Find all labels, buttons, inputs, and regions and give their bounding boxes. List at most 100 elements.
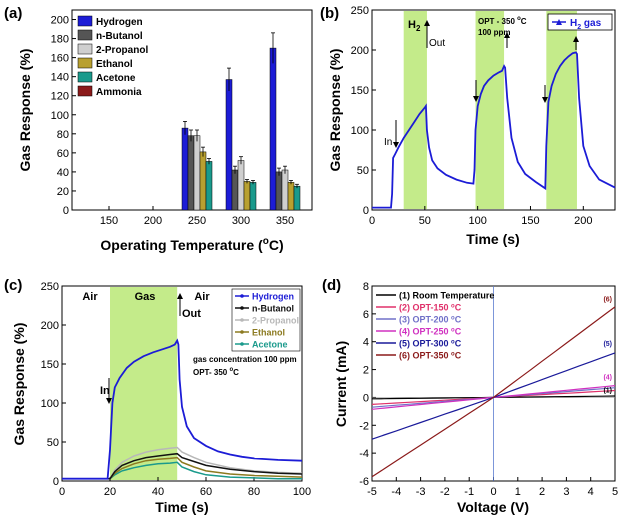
panel-a-xtick-label: 300 bbox=[232, 215, 250, 227]
panel-b-arrowhead-4 bbox=[573, 36, 579, 42]
legend-swatch bbox=[77, 29, 93, 41]
panel-d-xtick-label: 3 bbox=[563, 486, 569, 498]
panel-d-ytick-label: 8 bbox=[363, 281, 369, 293]
panel-b-legend-marker bbox=[556, 19, 562, 25]
legend-label: 2-Propanol bbox=[252, 316, 299, 326]
panel-a-ytick-label: 40 bbox=[57, 167, 69, 179]
bar-n-butanol bbox=[231, 169, 239, 211]
panel-d-ylabel: Current (mA) bbox=[333, 341, 349, 427]
panel-a-ytick-label: 80 bbox=[57, 129, 69, 141]
curve-label: (4) bbox=[603, 374, 612, 381]
bar-hydrogen bbox=[269, 47, 277, 211]
panel-a: (a) 0 20 40 60 80 100 120 140 160 180 200 150 200 25… bbox=[4, 5, 313, 253]
panel-a-ytick-label: 140 bbox=[51, 72, 69, 84]
bar-acetone bbox=[249, 182, 257, 211]
panel-c-xtick-label: 60 bbox=[200, 486, 212, 498]
bar-ethanol bbox=[287, 182, 295, 211]
gas-exposure-region bbox=[546, 11, 577, 209]
panel-c-ytick-label: 200 bbox=[41, 320, 59, 332]
panel-a-ytick-label: 20 bbox=[57, 186, 69, 198]
panel-c-label: (c) bbox=[4, 277, 22, 294]
panel-b-legend-label: H2 gas bbox=[570, 18, 602, 31]
panel-d-xtick-label: 2 bbox=[539, 486, 545, 498]
bar-n-butanol bbox=[187, 135, 195, 211]
legend-label: (6) OPT-350 oC bbox=[399, 351, 462, 361]
legend-label: Hydrogen bbox=[96, 17, 143, 28]
series-line-hydrogen bbox=[62, 338, 303, 480]
panel-b-ytick-label: 250 bbox=[351, 5, 369, 17]
bar-acetone bbox=[293, 185, 301, 211]
panel-a-xlabel: Operating Temperature (oC) bbox=[100, 236, 283, 253]
panel-d-ytick-label: 0 bbox=[363, 392, 369, 404]
legend-swatch bbox=[77, 43, 93, 55]
panel-b-out-label: Out bbox=[429, 38, 445, 49]
panel-b-h2-label: H2 bbox=[408, 19, 421, 33]
legend-label: n-Butanol bbox=[252, 304, 294, 314]
series-line-2-propanol bbox=[62, 446, 303, 480]
bar-ethanol bbox=[199, 151, 207, 211]
panel-b: (b) 0 50 100 150 200 250 0 50 100 150 200 Gas Res… bbox=[320, 5, 616, 247]
legend-swatch bbox=[77, 71, 93, 83]
panel-d-ytick-label: -4 bbox=[359, 448, 369, 460]
panel-c-out-label: Out bbox=[182, 308, 201, 320]
panel-c-gas-label: Gas bbox=[135, 291, 156, 303]
panel-c-conc-label: gas concentration 100 ppm bbox=[193, 355, 297, 364]
panel-a-ytick-label: 0 bbox=[63, 205, 69, 217]
legend-label: Acetone bbox=[252, 340, 288, 350]
gas-exposure-region bbox=[110, 287, 178, 480]
panel-c-xtick-label: 80 bbox=[248, 486, 260, 498]
panel-c-xtick-label: 100 bbox=[293, 486, 311, 498]
panel-d-ytick-label: 6 bbox=[363, 309, 369, 321]
gas-exposure-region bbox=[475, 11, 505, 209]
panel-a-ytick-label: 160 bbox=[51, 53, 69, 65]
panel-a-ytick-label: 100 bbox=[51, 110, 69, 122]
panel-d-ytick-label: 2 bbox=[363, 365, 369, 377]
bar-n-butanol bbox=[275, 171, 283, 211]
panel-b-ytick-label: 150 bbox=[351, 85, 369, 97]
panel-b-arrowhead-2 bbox=[473, 96, 479, 102]
panel-c-frame bbox=[61, 285, 303, 482]
panel-a-ytick-label: 200 bbox=[51, 15, 69, 27]
panel-c-ytick-label: 0 bbox=[53, 476, 59, 488]
panel-d-xtick-label: -1 bbox=[464, 486, 474, 498]
panel-a-ytick-label: 60 bbox=[57, 148, 69, 160]
panel-b-arrowhead-5 bbox=[504, 32, 510, 38]
panel-d-label: (d) bbox=[322, 277, 341, 294]
legend-marker bbox=[240, 306, 244, 310]
legend-swatch bbox=[77, 15, 93, 27]
curve-label: (6) bbox=[603, 296, 612, 303]
panel-c-xlabel: Time (s) bbox=[155, 499, 208, 515]
panel-b-ylabel: Gas Response (%) bbox=[327, 49, 343, 172]
panel-d-xtick-label: 1 bbox=[515, 486, 521, 498]
panel-a-xtick-label: 150 bbox=[100, 215, 118, 227]
panel-b-frame bbox=[371, 9, 616, 211]
panel-a-ytick-label: 120 bbox=[51, 91, 69, 103]
bar-2-propanol bbox=[237, 160, 245, 211]
panel-b-in-arrowhead bbox=[393, 142, 399, 148]
gas-exposure-region bbox=[403, 11, 427, 209]
panel-b-ytick-label: 100 bbox=[351, 125, 369, 137]
panel-d-ytick-label: -6 bbox=[359, 476, 369, 488]
panel-d-xtick-label: -5 bbox=[367, 486, 377, 498]
legend-swatch bbox=[77, 57, 93, 69]
panel-d-xlabel: Voltage (V) bbox=[457, 499, 529, 515]
curve-label: (5) bbox=[603, 341, 612, 348]
legend-label: Acetone bbox=[96, 73, 136, 84]
panel-d-xtick-label: -4 bbox=[391, 486, 401, 498]
legend-marker bbox=[240, 318, 244, 322]
legend-label: (5) OPT-300 oC bbox=[399, 339, 462, 349]
iv-curve bbox=[371, 306, 616, 478]
panel-b-xtick-label: 50 bbox=[419, 215, 431, 227]
panel-b-opt-label: OPT - 350 oC bbox=[478, 16, 527, 26]
legend-label: 2-Propanol bbox=[96, 45, 148, 56]
legend-label: (3) OPT-200 oC bbox=[399, 315, 462, 325]
panel-b-ytick-label: 50 bbox=[357, 165, 369, 177]
panel-c-ytick-label: 50 bbox=[47, 437, 59, 449]
panel-a-xtick-label: 250 bbox=[188, 215, 206, 227]
bar-ethanol bbox=[243, 181, 251, 211]
panel-c-xtick-label: 0 bbox=[59, 486, 65, 498]
panel-c-in-label: In bbox=[100, 385, 110, 397]
legend-label: Hydrogen bbox=[252, 292, 294, 302]
bar-hydrogen bbox=[225, 79, 233, 211]
